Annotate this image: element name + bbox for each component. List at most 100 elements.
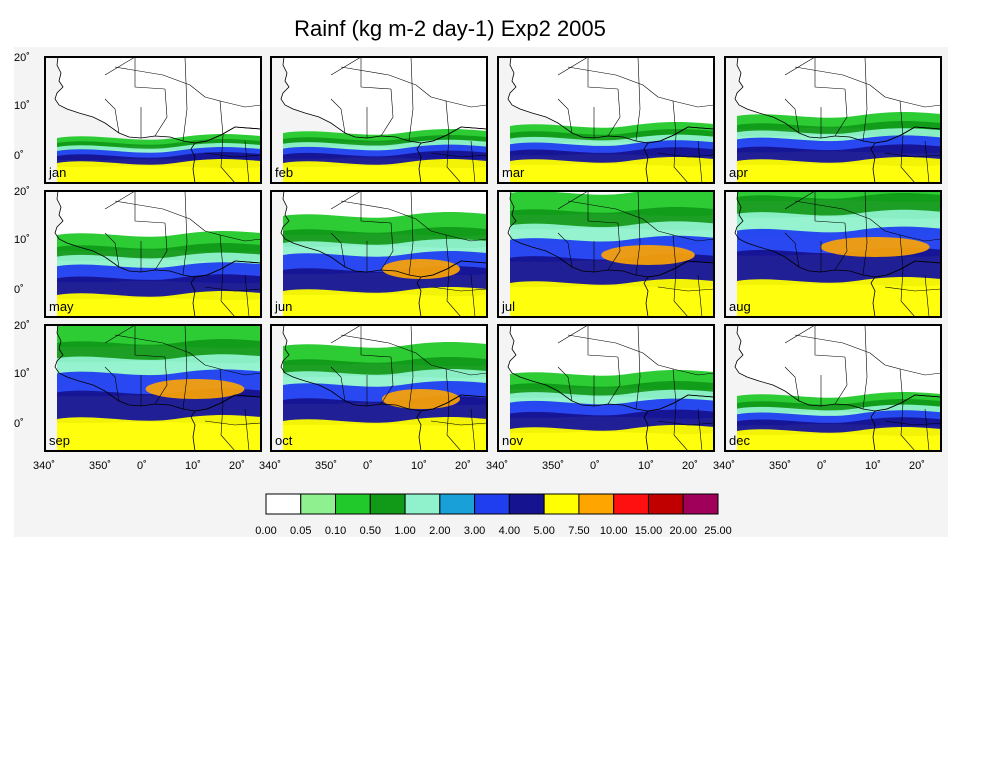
colorbar-swatch: [682, 493, 719, 515]
heavy-rain-patch: [820, 237, 930, 257]
country-border: [587, 191, 619, 224]
country-border: [430, 420, 487, 426]
country-border: [784, 232, 800, 268]
map-panel-apr: apr: [724, 56, 942, 184]
country-border: [134, 325, 166, 358]
country-border: [784, 325, 816, 344]
colorbar-label: 0.05: [290, 525, 311, 537]
country-border: [557, 98, 573, 134]
month-label: jun: [274, 299, 292, 314]
country-border: [154, 222, 168, 271]
country-border: [814, 57, 846, 90]
month-label: sep: [49, 433, 70, 448]
coastline-south: [190, 126, 261, 183]
panel-content: [271, 325, 487, 451]
country-border: [430, 286, 487, 292]
rain-band: [737, 277, 941, 317]
coastline-south: [416, 126, 487, 183]
country-border: [360, 325, 392, 358]
panel-content: [271, 191, 487, 317]
map-panel-sep: sep: [44, 324, 262, 452]
country-border: [219, 368, 261, 376]
country-border: [408, 191, 414, 276]
colorbar-label: 1.00: [394, 525, 415, 537]
country-border: [470, 274, 476, 317]
panel-content: [725, 57, 941, 183]
country-border: [784, 98, 800, 134]
panel-frame: [270, 56, 488, 184]
lon-tick-label: 10˚: [411, 460, 427, 472]
lon-tick-label: 10˚: [185, 460, 201, 472]
lon-tick-label: 340˚: [259, 460, 281, 472]
map-panel-dec: dec: [724, 324, 942, 452]
country-border: [445, 234, 487, 242]
country-border: [445, 100, 487, 108]
country-border: [900, 134, 916, 183]
country-border: [607, 222, 621, 271]
country-border: [567, 200, 659, 232]
heavy-rain-patch: [382, 259, 460, 279]
country-border: [657, 152, 714, 158]
country-border: [360, 57, 392, 90]
country-border: [154, 88, 168, 137]
country-border: [884, 286, 941, 292]
country-border: [557, 191, 589, 210]
colorbar-label: 4.00: [499, 525, 520, 537]
country-border: [794, 66, 886, 98]
lon-tick-label: 20˚: [229, 460, 245, 472]
country-border: [182, 191, 188, 276]
lon-tick-label: 0˚: [590, 460, 600, 472]
figure-title: Rainf (kg m-2 day-1) Exp2 2005: [294, 16, 606, 41]
country-border: [330, 57, 362, 76]
country-border: [470, 408, 476, 451]
country-border: [557, 57, 589, 76]
colorbar-swatch: [508, 493, 545, 515]
coastline-south: [190, 260, 261, 317]
country-border: [330, 232, 346, 268]
colorbar-label: 7.50: [568, 525, 589, 537]
panel-frame: [44, 190, 262, 318]
country-border: [672, 234, 714, 242]
country-border: [244, 274, 250, 317]
panel-content: [45, 57, 261, 183]
rain-band: [283, 417, 487, 451]
map-panel-may: may: [44, 190, 262, 318]
lon-tick-label: 0˚: [817, 460, 827, 472]
lon-tick-label: 10˚: [638, 460, 654, 472]
country-border: [567, 66, 659, 98]
country-border: [884, 152, 941, 158]
country-border: [360, 191, 392, 224]
country-border: [899, 234, 941, 242]
heavy-rain-patch: [601, 245, 695, 265]
lon-tick-label: 10˚: [865, 460, 881, 472]
map-panel-jun: jun: [270, 190, 488, 318]
country-border: [924, 408, 930, 451]
panel-frame: [270, 190, 488, 318]
country-border: [557, 325, 589, 344]
lon-tick-label: 20˚: [682, 460, 698, 472]
coastline-south: [870, 260, 941, 317]
country-border: [219, 100, 261, 108]
panel-frame: [724, 324, 942, 452]
lon-tick-label: 350˚: [542, 460, 564, 472]
country-border: [635, 191, 641, 276]
country-border: [862, 57, 868, 142]
map-panel-jan: jan: [44, 56, 262, 184]
country-border: [635, 57, 641, 142]
country-border: [244, 140, 250, 183]
country-border: [104, 232, 120, 268]
rain-band: [57, 159, 261, 183]
country-border: [182, 57, 188, 142]
month-label: may: [49, 299, 74, 314]
country-border: [340, 66, 432, 98]
country-border: [408, 57, 414, 142]
lon-tick-label: 340˚: [486, 460, 508, 472]
country-border: [884, 420, 941, 426]
land-mass: [735, 325, 941, 411]
lon-tick-label: 340˚: [713, 460, 735, 472]
colorbar-swatch: [369, 493, 406, 515]
lat-tick-label: 0˚: [14, 418, 24, 430]
panel-frame: [497, 56, 715, 184]
